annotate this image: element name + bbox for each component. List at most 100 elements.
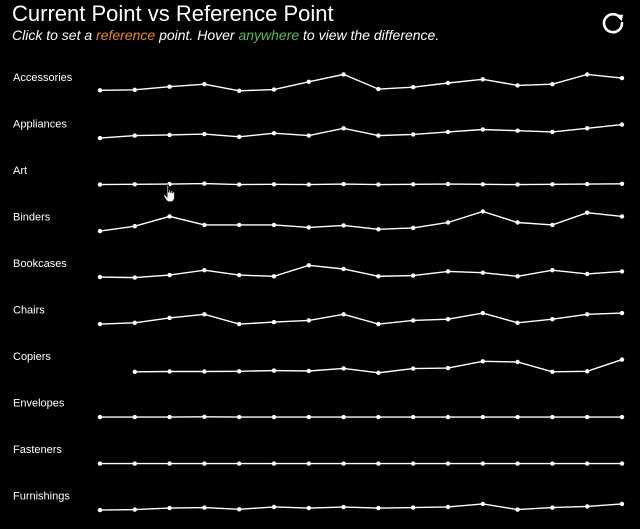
data-point-bookcases-12[interactable] [480,270,485,275]
data-point-furnishings-7[interactable] [306,505,311,511]
data-point-envelopes-6[interactable] [271,414,277,420]
data-point-fasteners-1[interactable] [97,461,103,466]
data-point-fasteners-6[interactable] [271,461,277,466]
data-point-accessories-3[interactable] [167,84,172,89]
data-point-accessories-5[interactable] [237,88,242,94]
data-point-appliances-11[interactable] [445,129,451,135]
data-point-appliances-3[interactable] [167,132,172,138]
data-point-envelopes-16[interactable] [619,414,625,420]
data-point-appliances-12[interactable] [480,127,485,132]
data-point-furnishings-6[interactable] [271,504,277,510]
data-point-chairs-4[interactable] [202,312,207,317]
series-row-binders[interactable]: Binders [13,209,625,234]
data-point-appliances-4[interactable] [202,131,207,137]
data-point-chairs-9[interactable] [376,321,381,327]
data-point-furnishings-13[interactable] [515,507,520,512]
data-point-copiers-14[interactable] [550,369,555,374]
data-point-chairs-3[interactable] [167,315,172,321]
data-point-copiers-7[interactable] [306,368,311,374]
series-row-chairs[interactable]: Chairs [13,305,625,327]
data-point-appliances-8[interactable] [341,126,346,131]
data-point-accessories-12[interactable] [480,77,485,82]
data-point-furnishings-11[interactable] [445,504,451,510]
series-row-appliances[interactable]: Appliances [13,119,625,141]
series-row-envelopes[interactable]: Envelopes [13,398,625,420]
data-point-copiers-16[interactable] [619,357,625,362]
data-point-art-15[interactable] [585,181,590,187]
data-point-fasteners-16[interactable] [619,461,625,466]
data-point-bookcases-2[interactable] [132,275,137,280]
data-point-envelopes-2[interactable] [132,414,137,420]
data-point-chairs-13[interactable] [515,320,520,325]
data-point-fasteners-11[interactable] [445,461,451,466]
data-point-furnishings-5[interactable] [237,507,242,512]
data-point-art-2[interactable] [132,182,137,187]
data-point-accessories-4[interactable] [202,82,207,87]
data-point-envelopes-1[interactable] [97,414,103,420]
data-point-bookcases-13[interactable] [515,274,520,279]
data-point-appliances-13[interactable] [515,128,520,133]
data-point-bookcases-5[interactable] [237,272,242,278]
data-point-accessories-13[interactable] [515,83,520,88]
data-point-fasteners-3[interactable] [167,461,172,466]
refresh-icon[interactable] [600,10,626,36]
data-point-bookcases-14[interactable] [550,268,555,273]
data-point-fasteners-7[interactable] [306,461,311,466]
data-point-bookcases-4[interactable] [202,268,207,273]
series-row-copiers[interactable]: Copiers [13,351,625,375]
data-point-chairs-2[interactable] [132,320,137,325]
data-point-appliances-2[interactable] [132,133,137,138]
data-point-chairs-7[interactable] [306,318,311,323]
data-point-binders-6[interactable] [271,222,277,228]
data-point-fasteners-2[interactable] [132,461,137,466]
data-point-chairs-16[interactable] [619,310,625,316]
data-point-copiers-12[interactable] [480,359,485,364]
data-point-fasteners-15[interactable] [585,461,590,466]
data-point-furnishings-10[interactable] [411,505,416,510]
data-point-copiers-10[interactable] [411,366,416,371]
data-point-fasteners-4[interactable] [202,461,207,466]
data-point-appliances-1[interactable] [97,135,103,141]
data-point-art-1[interactable] [97,182,103,187]
data-point-copiers-8[interactable] [341,366,346,371]
data-point-art-9[interactable] [376,182,381,187]
data-point-art-8[interactable] [341,181,346,187]
data-point-fasteners-5[interactable] [237,461,242,466]
data-point-appliances-15[interactable] [585,126,590,131]
data-point-fasteners-14[interactable] [550,461,555,466]
data-point-furnishings-4[interactable] [202,505,207,510]
data-point-fasteners-9[interactable] [376,461,381,466]
data-point-copiers-3[interactable] [167,369,172,374]
data-point-chairs-1[interactable] [97,321,103,327]
data-point-bookcases-8[interactable] [341,266,346,272]
data-point-furnishings-2[interactable] [132,507,137,512]
series-row-furnishings[interactable]: Furnishings [13,491,625,513]
data-point-bookcases-10[interactable] [411,273,416,278]
data-point-art-4[interactable] [202,181,207,186]
data-point-bookcases-9[interactable] [376,274,381,279]
data-point-accessories-16[interactable] [619,75,625,81]
data-point-binders-1[interactable] [97,228,103,234]
data-point-accessories-14[interactable] [550,82,555,87]
data-point-envelopes-8[interactable] [341,414,346,420]
data-point-envelopes-13[interactable] [515,414,520,420]
data-point-art-7[interactable] [306,182,311,187]
data-point-envelopes-7[interactable] [306,414,311,420]
data-point-accessories-7[interactable] [306,79,311,85]
data-point-art-5[interactable] [237,182,242,187]
data-point-appliances-14[interactable] [550,129,555,135]
data-point-copiers-9[interactable] [376,370,381,375]
data-point-bookcases-16[interactable] [619,269,625,274]
data-point-chairs-15[interactable] [585,312,590,317]
data-point-binders-7[interactable] [306,225,311,230]
data-point-chairs-12[interactable] [480,310,485,316]
data-point-copiers-4[interactable] [202,369,207,374]
data-point-envelopes-10[interactable] [411,414,416,420]
data-point-binders-13[interactable] [515,220,520,225]
data-point-appliances-10[interactable] [411,132,416,137]
data-point-chairs-14[interactable] [550,317,555,322]
series-row-bookcases[interactable]: Bookcases [13,258,625,280]
data-point-appliances-5[interactable] [237,134,242,139]
data-point-copiers-6[interactable] [271,368,277,373]
